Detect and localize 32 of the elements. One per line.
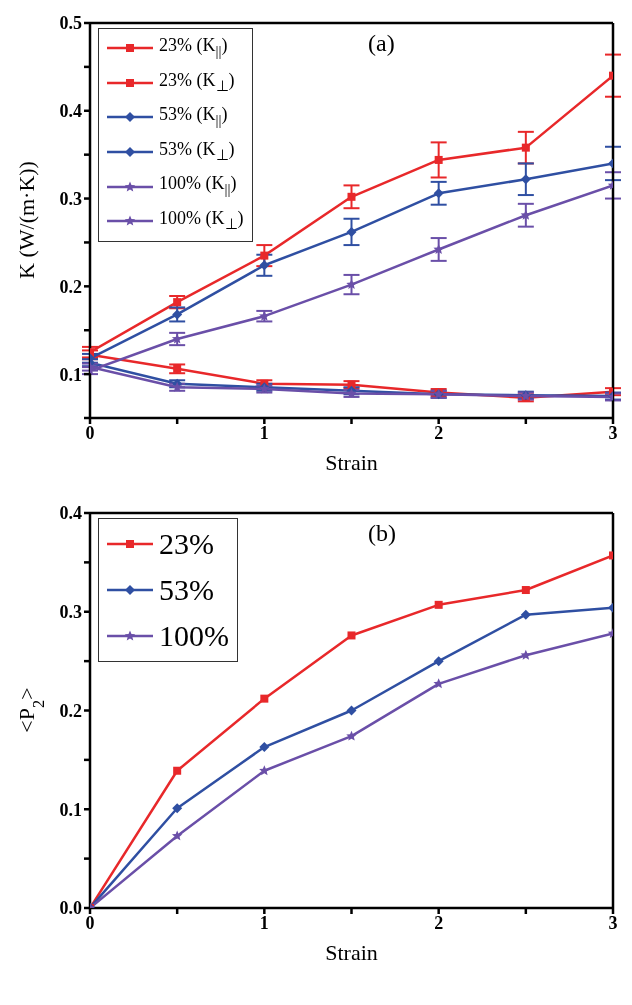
x-tick-label: 1 [259, 422, 269, 443]
legend-label: 53% [159, 572, 214, 608]
y-tick-label: 0.4 [59, 503, 82, 524]
y-tick-label: 0.3 [59, 188, 82, 209]
y-tick-label: 0.1 [59, 799, 82, 820]
x-tick-label: 0 [85, 422, 95, 443]
annotation: (a) [368, 30, 395, 57]
y-tick-label: 0.5 [59, 13, 82, 34]
x-axis-title: Strain [325, 940, 378, 965]
y-tick-label: 0.4 [59, 101, 82, 122]
y-tick-label: 0.1 [59, 364, 82, 385]
y-tick-label: 0.2 [59, 700, 82, 721]
y-tick-label: 0.3 [59, 602, 82, 623]
legend-label: 100% (K$_{⊥}$) [159, 206, 244, 234]
x-tick-label: 2 [434, 912, 444, 933]
x-tick-label: 1 [259, 912, 269, 933]
legend-label: 100% (K$_{||}$) [159, 172, 237, 199]
legend-label: 100% [159, 618, 229, 654]
x-tick-label: 2 [434, 422, 444, 443]
x-axis-title: Strain [325, 450, 378, 475]
annotation: (b) [368, 520, 396, 547]
x-tick-label: 3 [608, 422, 618, 443]
legend-label: 53% (K$_{⊥}$) [159, 137, 235, 165]
y-tick-label: 0.0 [59, 898, 82, 919]
legend-label: 23% (K$_{||}$) [159, 34, 228, 61]
y-tick-label: 0.2 [59, 276, 82, 297]
y-axis-title: K (W/(m·K)) [14, 161, 39, 279]
legend-label: 23% [159, 526, 214, 562]
legend-label: 23% (K$_{⊥}$) [159, 68, 235, 96]
legend-label: 53% (K$_{||}$) [159, 103, 228, 130]
x-tick-label: 0 [85, 912, 95, 933]
x-tick-label: 3 [608, 912, 618, 933]
